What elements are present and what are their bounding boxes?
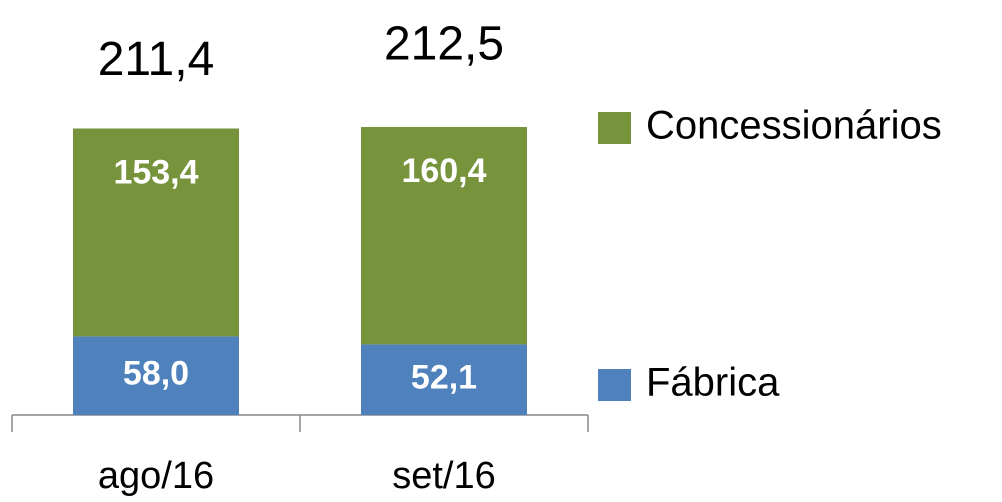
total-label: 212,5: [384, 18, 504, 71]
data-label: 153,4: [113, 153, 198, 191]
x-tick-label: set/16: [392, 455, 496, 497]
data-label: 58,0: [123, 355, 189, 393]
bar-segment: [361, 127, 527, 345]
legend-label: Fábrica: [646, 361, 780, 405]
legend-swatch: [598, 112, 631, 144]
x-tick-label: ago/16: [98, 455, 214, 497]
legend-swatch: [598, 369, 631, 401]
bar-segment: [73, 128, 239, 337]
total-label: 211,4: [98, 33, 215, 86]
legend-label: Concessionários: [646, 104, 942, 148]
bar-segment: [73, 336, 239, 415]
data-label: 160,4: [401, 152, 486, 190]
data-label: 52,1: [411, 359, 477, 397]
bar-segment: [361, 344, 527, 415]
